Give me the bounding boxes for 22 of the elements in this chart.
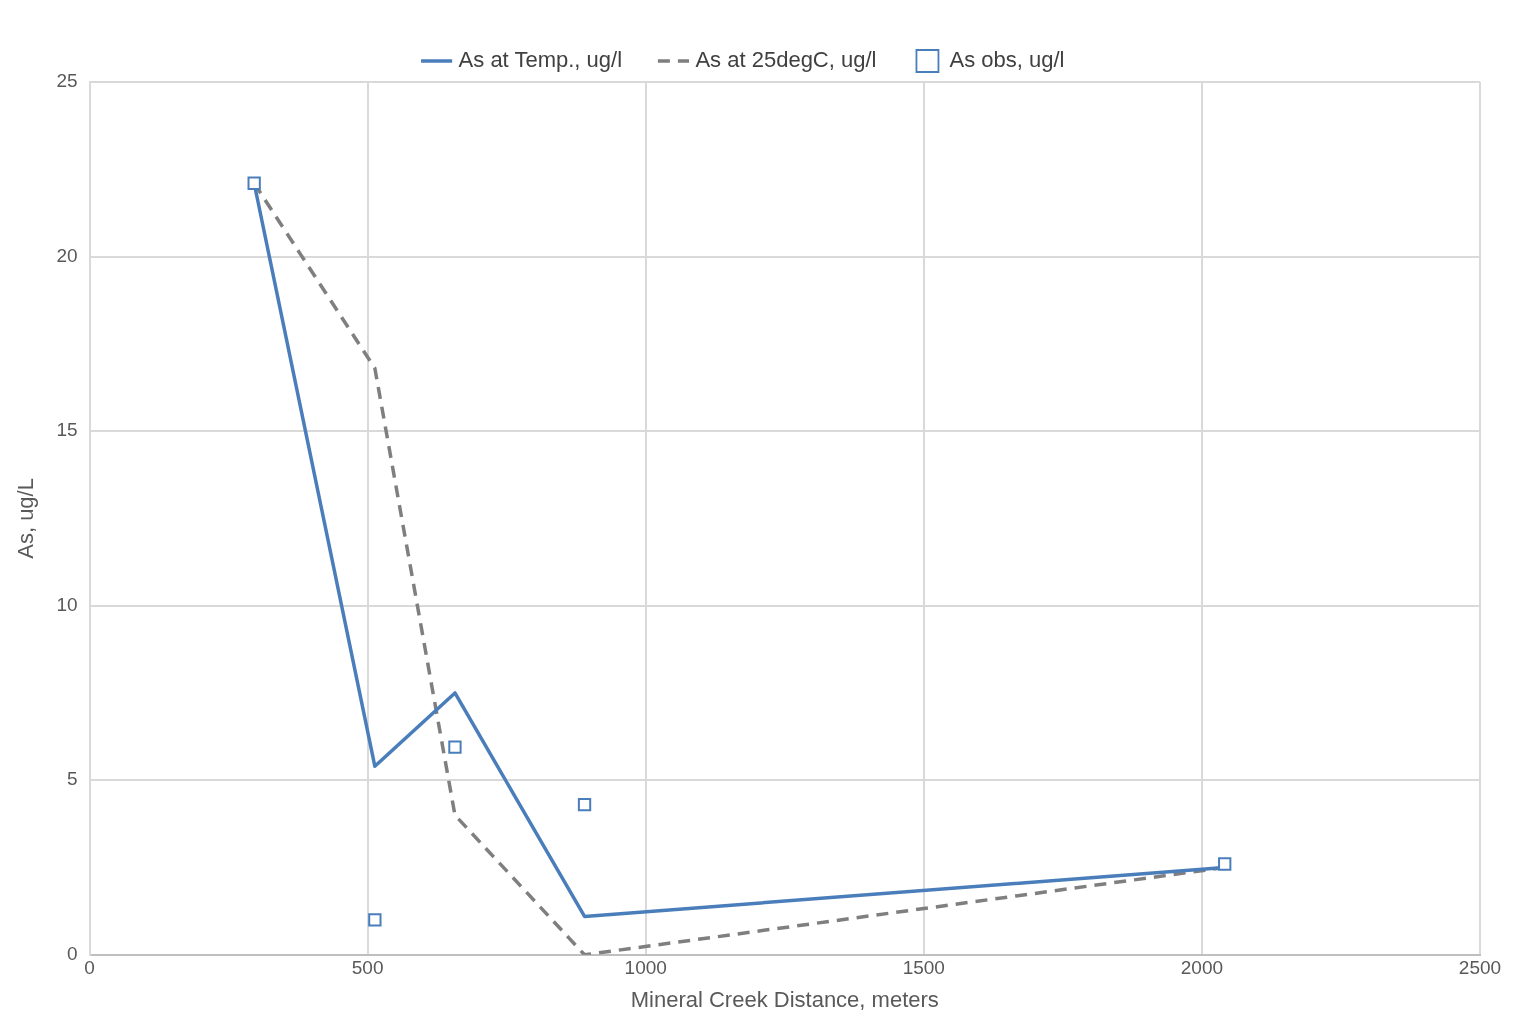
x-tick-label: 2500	[1458, 957, 1502, 979]
point	[1218, 857, 1232, 871]
x-tick-label: 2000	[1180, 957, 1224, 979]
legend-label: As at 25degC, ug/l	[695, 47, 877, 73]
legend-label: As at Temp., ug/l	[458, 47, 623, 73]
y-tick-label: 10	[56, 593, 78, 615]
legend-label: As obs, ug/l	[949, 47, 1065, 73]
x-axis-title: Mineral Creek Distance, meters	[630, 986, 939, 1012]
x-tick-label: 1000	[624, 957, 667, 979]
x-tick-label: 0	[84, 957, 95, 979]
y-tick-label: 15	[56, 419, 78, 441]
y-tick-label: 0	[66, 943, 78, 965]
y-tick-label: 25	[56, 70, 78, 92]
y-axis-title: As, ug/L	[13, 478, 39, 559]
x-tick-label: 500	[351, 957, 384, 979]
point	[577, 798, 592, 812]
x-tick-label: 1500	[902, 957, 945, 979]
y-tick-label: 5	[66, 768, 78, 790]
point	[368, 913, 382, 927]
point	[448, 740, 462, 754]
point	[247, 176, 261, 190]
y-tick-label: 20	[56, 244, 78, 266]
